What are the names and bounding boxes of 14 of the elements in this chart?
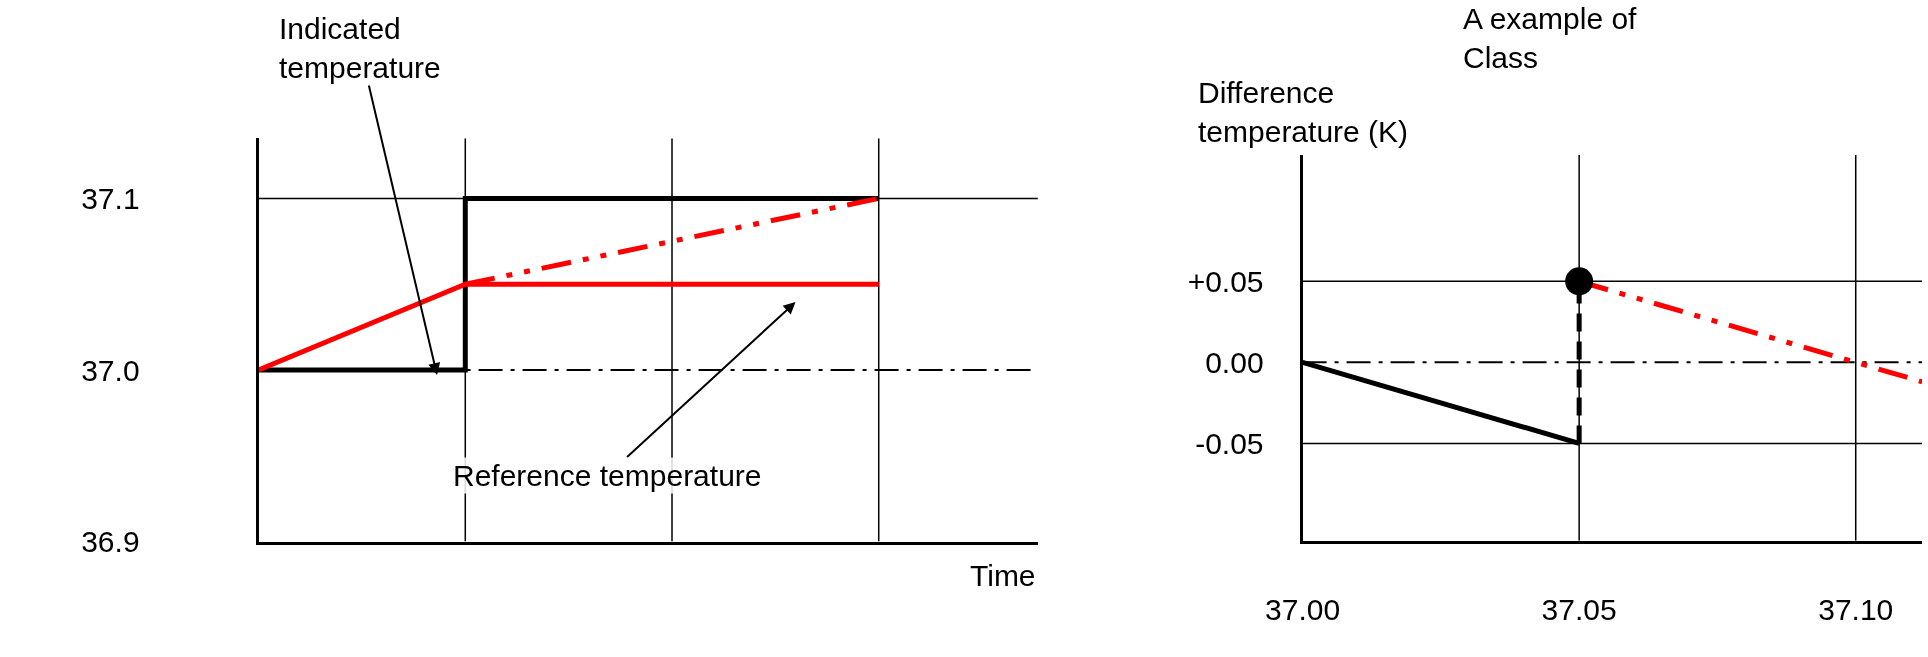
y-tick-label: 37.0 xyxy=(81,353,140,387)
x-tick-label: 37.10 xyxy=(1818,592,1894,626)
annotation: Reference temperature xyxy=(453,459,762,492)
y-tick-label: 36.9 xyxy=(81,525,140,559)
y-tick-label: +0.05 xyxy=(1187,264,1264,298)
y-tick-label: -0.05 xyxy=(1195,426,1264,460)
x-tick-label: 37.05 xyxy=(1541,592,1617,626)
y-tick-label: 0.00 xyxy=(1205,345,1264,379)
x-axis-title: Time xyxy=(970,559,1036,592)
text: Indicated temperature xyxy=(279,12,441,84)
chart-title: A example of Class xyxy=(1463,2,1638,74)
x-tick-label: 37.00 xyxy=(1265,592,1341,626)
y-tick-label: 37.1 xyxy=(81,181,140,215)
y-axis-title: Difference temperature (K) xyxy=(1198,76,1409,148)
